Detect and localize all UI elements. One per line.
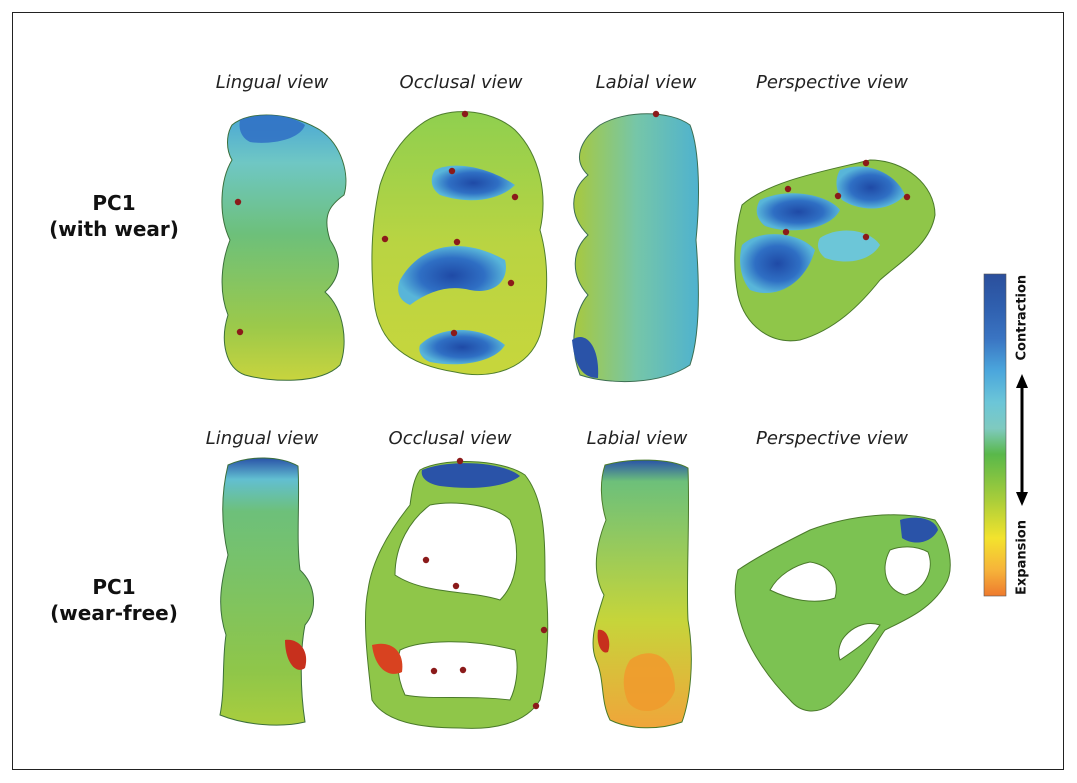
- row-label-wear-free-sub: (wear-free): [50, 601, 178, 625]
- tooth-perspective-with-wear: [734, 159, 936, 342]
- arrow-down-icon: [1016, 492, 1028, 506]
- landmark-dot: [452, 582, 460, 590]
- landmark-dot: [862, 233, 870, 241]
- landmark-dot: [456, 457, 464, 465]
- landmark-dot: [511, 193, 519, 201]
- landmark-dot: [236, 328, 244, 336]
- landmark-dot: [540, 626, 548, 634]
- tooth-perspective-wear-free: [734, 514, 951, 712]
- tooth-labial-with-wear: [572, 110, 699, 382]
- landmark-dot: [422, 556, 430, 564]
- landmark-dot: [862, 159, 870, 167]
- view-label-occlusal-2: Occlusal view: [388, 428, 512, 449]
- landmark-dot: [652, 110, 660, 118]
- scale-label-contraction: Contraction: [1014, 274, 1030, 361]
- tooth-occlusal-with-wear: [371, 110, 548, 376]
- view-label-perspective-2: Perspective view: [755, 428, 909, 449]
- landmark-dot: [834, 192, 842, 200]
- landmark-dot: [234, 198, 242, 206]
- view-label-labial-1: Labial view: [595, 72, 697, 93]
- landmark-dot: [459, 666, 467, 674]
- landmark-dot: [430, 667, 438, 675]
- landmark-dot: [903, 193, 911, 201]
- row-label-with-wear-pc: PC1: [92, 191, 136, 215]
- landmark-dot: [782, 228, 790, 236]
- scale-label-expansion: Expansion: [1014, 520, 1030, 595]
- landmark-dot: [784, 185, 792, 193]
- arrow-up-icon: [1016, 374, 1028, 388]
- view-label-labial-2: Labial view: [586, 428, 688, 449]
- color-scale-bar: [983, 273, 1007, 597]
- tooth-occlusal-wear-free: [364, 457, 549, 729]
- tooth-labial-wear-free: [592, 459, 692, 729]
- landmark-dot: [532, 702, 540, 710]
- tooth-lingual-wear-free: [219, 457, 315, 726]
- landmark-dot: [450, 329, 458, 337]
- landmark-dot: [381, 235, 389, 243]
- view-label-lingual-1: Lingual view: [215, 72, 329, 93]
- landmark-dot: [461, 110, 469, 118]
- color-scale: [983, 273, 1028, 597]
- view-label-perspective-1: Perspective view: [755, 72, 909, 93]
- view-label-lingual-2: Lingual view: [205, 428, 319, 449]
- row-label-with-wear: PC1 (with wear): [49, 190, 179, 242]
- landmark-dot: [453, 238, 461, 246]
- row-label-wear-free: PC1 (wear-free): [50, 574, 178, 626]
- tooth-lingual-with-wear: [221, 114, 347, 381]
- landmark-dot: [448, 167, 456, 175]
- row-label-with-wear-sub: (with wear): [49, 217, 179, 241]
- view-label-occlusal-1: Occlusal view: [399, 72, 523, 93]
- landmark-dot: [507, 279, 515, 287]
- row-label-wear-free-pc: PC1: [92, 575, 136, 599]
